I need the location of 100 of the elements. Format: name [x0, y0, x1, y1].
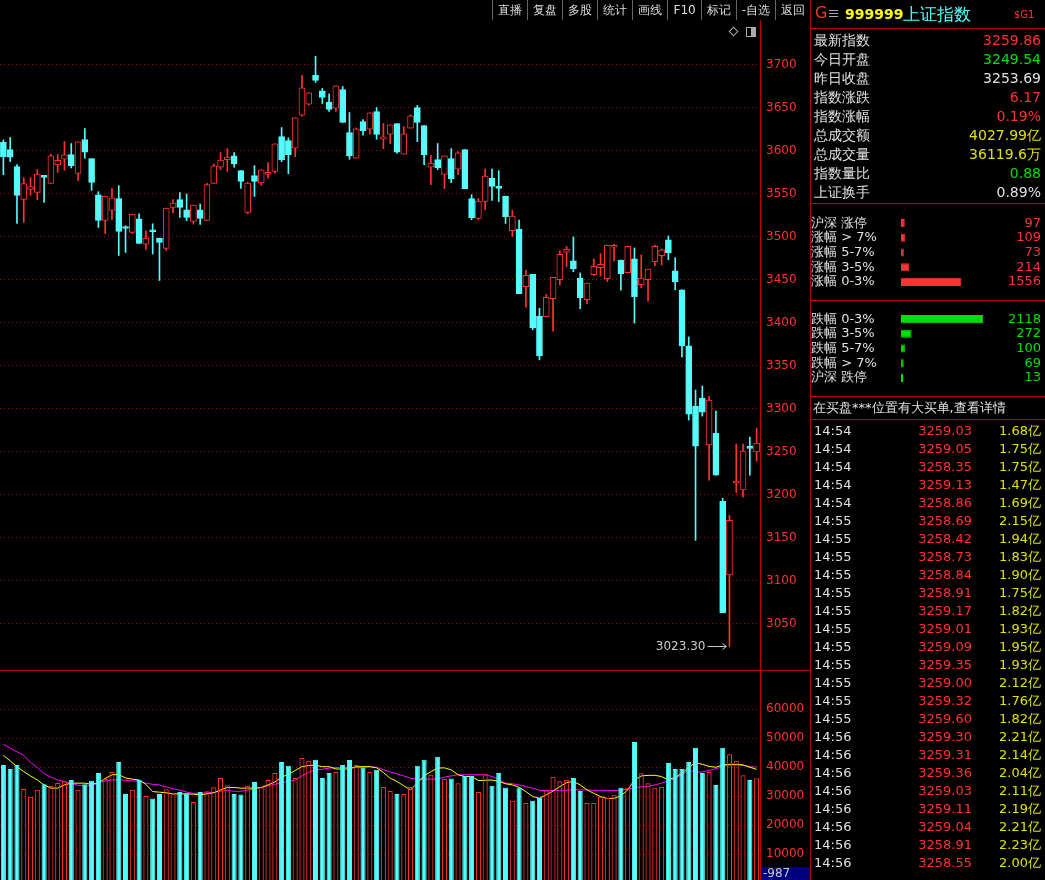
y-tick-label: 10000 — [766, 846, 805, 861]
text: -987 — [761, 866, 810, 880]
data-label: 3258.73 — [918, 548, 972, 566]
text: 直播 — [492, 0, 528, 20]
y-tick-label: 3100 — [766, 572, 797, 587]
category-label: 14:54 — [814, 494, 852, 512]
data-label: 1.93亿 — [999, 656, 1041, 674]
y-tick-label: 涨幅 3-5% — [811, 258, 875, 274]
data-label: 2.21亿 — [999, 728, 1041, 746]
text: G — [815, 3, 828, 22]
y-tick-label: 跌幅 3-5% — [811, 325, 875, 341]
data-label: 3259.35 — [918, 656, 972, 674]
data-label: 1.69亿 — [999, 494, 1041, 512]
data-label: 3259.11 — [918, 800, 972, 818]
data-label: 3259.31 — [918, 746, 972, 764]
data-label: 3259.03 — [918, 782, 972, 800]
data-label: 1.75亿 — [999, 584, 1041, 602]
data-label: 1556 — [1007, 273, 1041, 289]
category-label: 14:55 — [814, 620, 852, 638]
y-tick-label: 涨幅 > 7% — [811, 229, 877, 245]
text: $G1 — [1014, 9, 1035, 20]
y-tick-label: 3150 — [766, 529, 797, 544]
text: 999999 — [845, 6, 904, 22]
data-label: 2.23亿 — [999, 836, 1041, 854]
candlestick — [746, 436, 754, 476]
category-label: 14:55 — [814, 602, 852, 620]
category-label: 14:54 — [814, 440, 852, 458]
data-label: 3258.91 — [918, 584, 972, 602]
data-label: 2.19亿 — [999, 800, 1041, 818]
y-tick-label: 20000 — [766, 817, 805, 832]
category-label: 14:55 — [814, 584, 852, 602]
bar — [901, 233, 906, 242]
candlestick — [149, 223, 157, 255]
data-label: 3259.86 — [983, 31, 1041, 50]
data-label: 13 — [1024, 369, 1041, 385]
category-label: 14:56 — [814, 764, 852, 782]
y-tick-label: 跌幅 > 7% — [811, 354, 877, 370]
data-label: 2.11亿 — [999, 782, 1041, 800]
y-tick-label: 跌幅 5-7% — [811, 339, 875, 355]
category-label: 指数量比 — [814, 164, 870, 183]
y-tick-label: 50000 — [766, 730, 805, 745]
data-label: 69 — [1024, 354, 1041, 370]
data-label: 0.89% — [996, 183, 1041, 202]
text: -自选 — [735, 0, 775, 20]
data-label: 97 — [1024, 214, 1041, 230]
category-label: 14:54 — [814, 458, 852, 476]
data-label: 2.00亿 — [999, 854, 1041, 872]
data-label: 214 — [1016, 258, 1041, 274]
annotation: 3023.30 — [655, 638, 706, 653]
candlestick — [40, 175, 48, 203]
category-label: 14:55 — [814, 656, 852, 674]
category-label: 14:56 — [814, 782, 852, 800]
data-label: 2.21亿 — [999, 818, 1041, 836]
data-label: 1.90亿 — [999, 566, 1041, 584]
category-label: 14:56 — [814, 746, 852, 764]
category-label: 14:54 — [814, 422, 852, 440]
text: 画线 — [632, 0, 668, 20]
category-label: 14:56 — [814, 800, 852, 818]
y-tick-label: 3600 — [766, 142, 797, 157]
y-tick-label: 3200 — [766, 486, 797, 501]
data-label: 3259.04 — [918, 818, 972, 836]
category-label: 14:55 — [814, 674, 852, 692]
category-label: 指数涨跌 — [814, 88, 870, 107]
y-tick-label: 沪深 跌停 — [811, 369, 868, 385]
data-label: 1.93亿 — [999, 620, 1041, 638]
data-label: 1.68亿 — [999, 422, 1041, 440]
text: 标记 — [700, 0, 736, 20]
category-label: 14:56 — [814, 728, 852, 746]
y-tick-label: 3500 — [766, 228, 797, 243]
category-label: 14:55 — [814, 512, 852, 530]
y-tick-label: 3550 — [766, 185, 797, 200]
y-tick-label: 3450 — [766, 271, 797, 286]
data-label: 1.75亿 — [999, 458, 1041, 476]
data-label: 3258.91 — [918, 836, 972, 854]
text: 多股 — [562, 0, 598, 20]
category-label: 14:55 — [814, 566, 852, 584]
data-label: 3259.03 — [918, 422, 972, 440]
y-tick-label: 3350 — [766, 357, 797, 372]
category-label: 上证换手 — [814, 183, 870, 202]
data-label: 2.15亿 — [999, 512, 1041, 530]
data-label: 3253.69 — [983, 69, 1041, 88]
data-label: 3258.35 — [918, 458, 972, 476]
category-label: 总成交量 — [814, 145, 870, 164]
y-tick-label: 3700 — [766, 56, 797, 71]
data-label: 3259.36 — [918, 764, 972, 782]
data-label: 1.83亿 — [999, 548, 1041, 566]
category-label: 指数涨幅 — [814, 107, 870, 126]
data-label: 2.12亿 — [999, 674, 1041, 692]
category-label: 14:55 — [814, 710, 852, 728]
data-label: 1.94亿 — [999, 530, 1041, 548]
category-label: 14:55 — [814, 530, 852, 548]
data-label: 0.19% — [996, 107, 1041, 126]
data-label: 2.14亿 — [999, 746, 1041, 764]
data-label: 3249.54 — [983, 50, 1041, 69]
data-label: 1.75亿 — [999, 440, 1041, 458]
bar — [901, 315, 984, 324]
data-label: 1.95亿 — [999, 638, 1041, 656]
text: 在买盘***位置有大买单,查看详情 — [811, 397, 1045, 420]
data-label: 3259.13 — [918, 476, 972, 494]
data-label: 1.82亿 — [999, 710, 1041, 728]
